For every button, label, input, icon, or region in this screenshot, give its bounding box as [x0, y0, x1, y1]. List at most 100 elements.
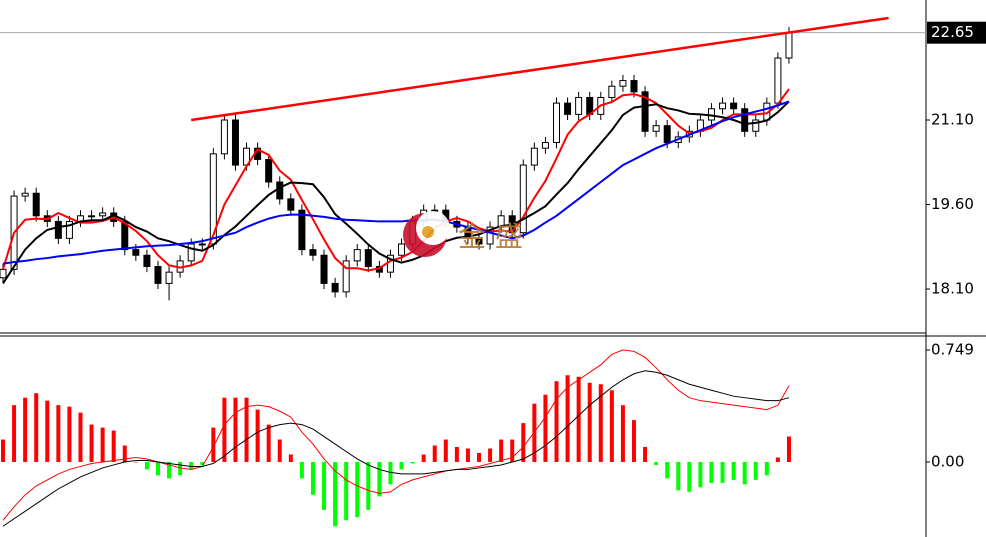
candle-body	[774, 57, 782, 104]
histogram-bar	[310, 461, 315, 495]
candle-body	[630, 80, 638, 93]
histogram-bar	[399, 461, 404, 470]
candle-body	[398, 243, 406, 256]
candle-body	[730, 102, 738, 110]
candle-body	[608, 85, 616, 98]
candle-body	[320, 254, 328, 284]
candle-body	[32, 192, 40, 217]
histogram-bar	[465, 448, 470, 462]
histogram-bar	[742, 461, 747, 485]
candle-body	[564, 102, 572, 115]
candle-body	[265, 158, 273, 183]
histogram-bar	[786, 436, 791, 462]
indicator-line	[2, 100, 790, 265]
histogram-bar	[122, 445, 127, 462]
watermark-text: 金 盛	[458, 220, 523, 253]
histogram-bar	[255, 409, 260, 462]
y-tick-label: 0.749	[931, 341, 974, 359]
candle-body	[154, 266, 162, 284]
histogram-bar	[78, 412, 83, 462]
histogram-bar	[565, 375, 570, 462]
histogram-bar	[355, 461, 360, 518]
histogram-bar	[432, 445, 437, 462]
candle-body	[287, 198, 295, 211]
candle-body	[99, 212, 107, 217]
logo	[422, 226, 434, 238]
histogram-bar	[443, 439, 448, 462]
candle-body	[65, 220, 73, 239]
candle-body	[719, 102, 727, 110]
histogram-bar	[609, 390, 614, 462]
histogram-bar	[333, 461, 338, 527]
candle-body	[231, 119, 239, 166]
candle-body	[21, 192, 29, 197]
histogram-bar	[775, 457, 780, 462]
histogram-bar	[144, 461, 149, 470]
candle-body	[652, 125, 660, 132]
candle-body	[475, 237, 483, 245]
histogram-bar	[554, 381, 559, 462]
last-price-label: 22.65	[931, 23, 974, 41]
histogram-bar	[521, 423, 526, 462]
candle-body	[342, 260, 350, 293]
histogram-bar	[543, 394, 548, 462]
histogram-bar	[56, 405, 61, 462]
histogram-bar	[322, 461, 327, 510]
histogram-bar	[45, 400, 50, 462]
histogram-bar	[454, 447, 459, 462]
candle-body	[553, 102, 560, 144]
logo	[416, 211, 450, 245]
histogram-bar	[167, 461, 172, 479]
y-tick-label: 0.00	[931, 452, 964, 470]
histogram-bar	[620, 405, 625, 462]
histogram-bar	[23, 397, 28, 462]
candle-body	[741, 108, 749, 132]
histogram-bar	[1, 439, 5, 462]
histogram-bar	[222, 397, 227, 462]
histogram-bar	[499, 439, 504, 462]
histogram-bar	[488, 448, 493, 462]
candle-body	[619, 80, 627, 87]
histogram-bar	[12, 405, 17, 462]
histogram-bar	[277, 439, 282, 462]
histogram-bar	[299, 461, 304, 479]
candle-body	[165, 271, 173, 284]
candle-body	[530, 147, 538, 166]
histogram-bar	[643, 447, 648, 462]
histogram-bar	[377, 461, 382, 497]
histogram-bar	[654, 461, 659, 465]
histogram-bar	[576, 376, 581, 462]
histogram-bar	[587, 382, 592, 462]
y-tick-label: 21.10	[931, 111, 974, 129]
histogram-bar	[764, 461, 769, 476]
histogram-bar	[631, 420, 636, 462]
candle-body	[663, 125, 671, 144]
histogram-bar	[477, 452, 482, 462]
candle-body	[519, 164, 527, 234]
histogram-bar	[698, 461, 703, 488]
histogram-bar	[189, 461, 194, 470]
histogram-bar	[178, 461, 183, 476]
histogram-bar	[731, 461, 736, 480]
histogram-bar	[388, 461, 393, 485]
histogram-bar	[288, 454, 293, 462]
candle-body	[497, 215, 505, 228]
candle-body	[575, 96, 583, 115]
histogram-bar	[709, 461, 714, 483]
last-price-box	[927, 21, 986, 44]
candle-body	[298, 209, 306, 251]
histogram-bar	[676, 461, 681, 491]
candle-body	[54, 220, 62, 239]
histogram-bar	[233, 397, 238, 462]
candle-body	[331, 282, 339, 293]
histogram-bar	[133, 461, 138, 463]
histogram-bar	[421, 454, 426, 462]
candle-body	[88, 215, 96, 218]
candle-body	[752, 119, 760, 132]
histogram-bar	[510, 439, 515, 462]
candle-body	[0, 268, 7, 279]
candle-body	[309, 249, 317, 256]
indicator-line	[2, 370, 790, 527]
